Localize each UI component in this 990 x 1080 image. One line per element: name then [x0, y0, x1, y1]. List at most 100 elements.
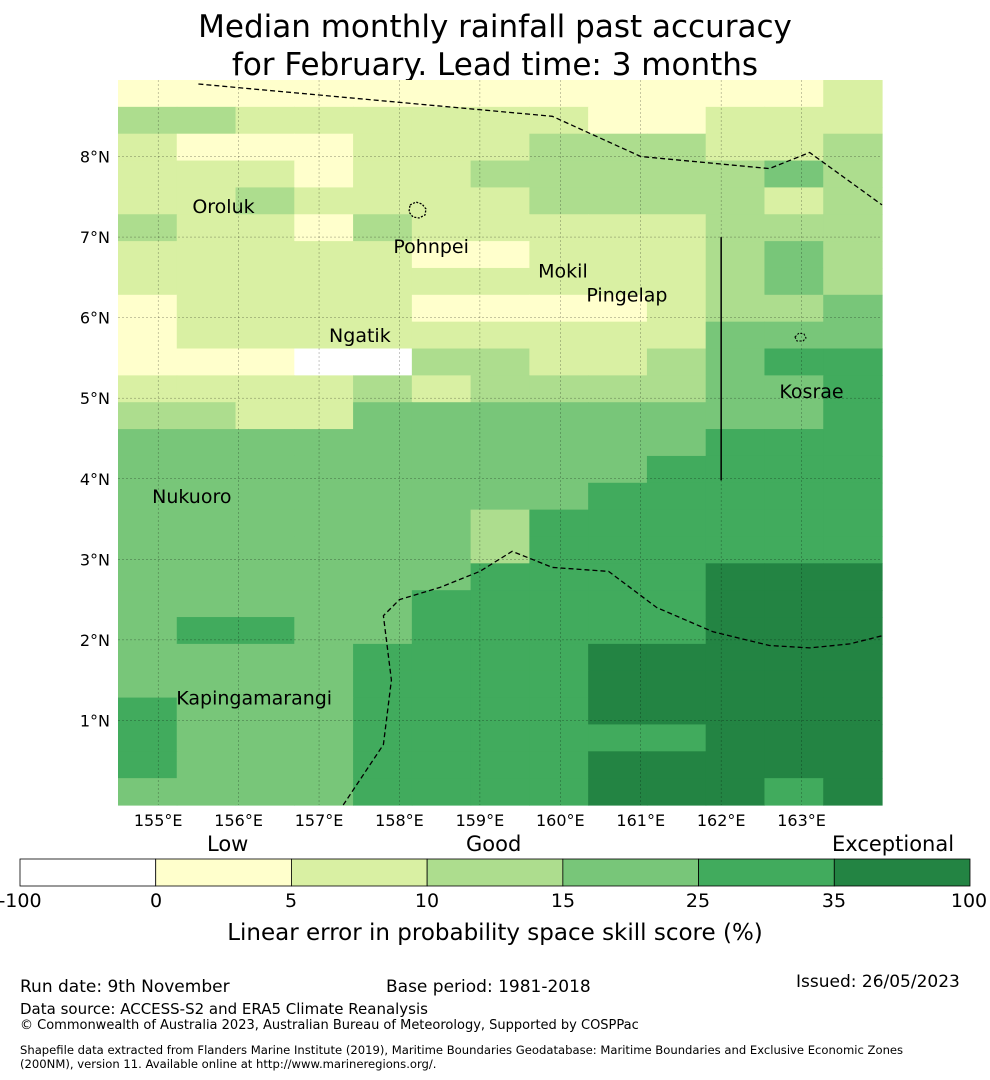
grid-cell	[588, 778, 648, 806]
grid-cell	[294, 509, 354, 538]
grid-cell	[118, 106, 178, 135]
grid-cell	[764, 455, 824, 484]
grid-cell	[294, 267, 354, 296]
grid-cell	[353, 509, 413, 538]
skill-score-grid	[118, 80, 883, 806]
grid-cell	[529, 187, 589, 215]
place-label: Oroluk	[192, 196, 254, 218]
grid-cell	[823, 670, 883, 699]
lat-tick-label: 7°N	[80, 228, 110, 247]
axis-tick-labels: 1°N 2°N 3°N 4°N 5°N 6°N 7°N 8°N 155°E 156°E 157°E 1…	[80, 148, 826, 830]
grid-cell	[235, 455, 295, 484]
colorbar-swatch	[833, 858, 971, 887]
grid-cell	[294, 482, 354, 511]
grid-cell	[353, 536, 413, 564]
grid-cell	[646, 294, 707, 323]
colorbar-tick: 100	[950, 890, 988, 912]
lon-tick-label: 156°E	[214, 811, 263, 830]
grid-cell	[118, 697, 178, 726]
eez-boundary-south	[342, 550, 883, 806]
grid-cell	[529, 455, 589, 484]
grid-cell	[588, 214, 648, 242]
grid-cell	[353, 214, 413, 242]
grid-cell	[646, 697, 707, 726]
grid-cell	[411, 348, 472, 376]
grid-cell	[176, 294, 237, 323]
lat-tick-label: 6°N	[80, 309, 110, 328]
lon-tick-label: 157°E	[295, 811, 344, 830]
grid-cell	[705, 294, 766, 323]
colorbar-category-low: Low	[207, 832, 249, 856]
colorbar-tick: 10	[414, 890, 440, 912]
grid-cell	[294, 187, 354, 215]
grid-cell	[588, 80, 648, 108]
grid-cell	[529, 670, 589, 699]
place-labels: Oroluk Pohnpei Mokil Pingelap Ngatik Kosrae Nu…	[152, 196, 843, 709]
shapefile-credit-line-2: (200NM), version 11. Available online at…	[20, 1057, 437, 1071]
grid-cell	[353, 455, 413, 484]
grid-cell	[411, 241, 472, 269]
grid-cell	[118, 563, 178, 591]
grid-cell	[353, 590, 413, 618]
grid-cell	[823, 617, 883, 645]
grid-cell	[646, 724, 707, 752]
grid-cell	[353, 267, 413, 296]
grid-cell	[353, 751, 413, 779]
grid-cell	[764, 724, 824, 752]
grid-cell	[235, 375, 295, 403]
grid-cell	[176, 402, 237, 430]
grid-cell	[588, 375, 648, 403]
colorbar-swatch	[19, 858, 157, 887]
grid-cell	[353, 133, 413, 162]
grid-cell	[353, 643, 413, 672]
grid-cell	[470, 294, 530, 323]
grid-cell	[411, 778, 472, 806]
grid-cell	[118, 509, 178, 538]
grid-cell	[646, 267, 707, 296]
grid-cell	[764, 536, 824, 564]
grid-cell	[705, 348, 766, 376]
lon-tick-label: 162°E	[697, 811, 746, 830]
grid-cell	[646, 536, 707, 564]
grid-cell	[235, 267, 295, 296]
grid-cell	[470, 724, 530, 752]
grid-cell	[176, 160, 237, 189]
colorbar	[19, 858, 971, 887]
colorbar-tick: 5	[284, 890, 298, 912]
grid-cell	[529, 429, 589, 457]
lat-tick-label: 5°N	[80, 389, 110, 408]
grid-cell	[823, 241, 883, 269]
grid-cell	[294, 751, 354, 779]
colorbar-category-exceptional: Exceptional	[832, 832, 955, 856]
grid-cell	[764, 106, 824, 135]
grid-cell	[235, 80, 295, 108]
grid-cell	[411, 375, 472, 403]
grid-cell	[411, 724, 472, 752]
colorbar-title: Linear error in probability space skill …	[227, 920, 763, 946]
colorbar-category-good: Good	[466, 832, 522, 856]
grid-cell	[588, 482, 648, 511]
grid-cell	[176, 482, 237, 511]
grid-cell	[470, 482, 530, 511]
grid-cell	[588, 697, 648, 726]
grid-cell	[764, 267, 824, 296]
grid-cell	[470, 751, 530, 779]
lon-tick-label: 160°E	[536, 811, 585, 830]
grid-cell	[411, 106, 472, 135]
grid-cell	[705, 187, 766, 215]
colorbar-tick: -100	[0, 890, 42, 912]
grid-cell	[411, 402, 472, 430]
grid-cell	[764, 187, 824, 215]
grid-cell	[411, 160, 472, 189]
lat-tick-label: 1°N	[80, 711, 110, 730]
grid-cell	[294, 241, 354, 269]
grid-cell	[764, 80, 824, 108]
grid-cell	[411, 267, 472, 296]
lat-tick-label: 8°N	[80, 148, 110, 167]
place-label: Kosrae	[779, 381, 843, 403]
grid-cell	[118, 429, 178, 457]
grid-cell	[529, 563, 589, 591]
grid-cell	[646, 106, 707, 135]
grid-cell	[118, 160, 178, 189]
grid-cell	[235, 697, 295, 726]
